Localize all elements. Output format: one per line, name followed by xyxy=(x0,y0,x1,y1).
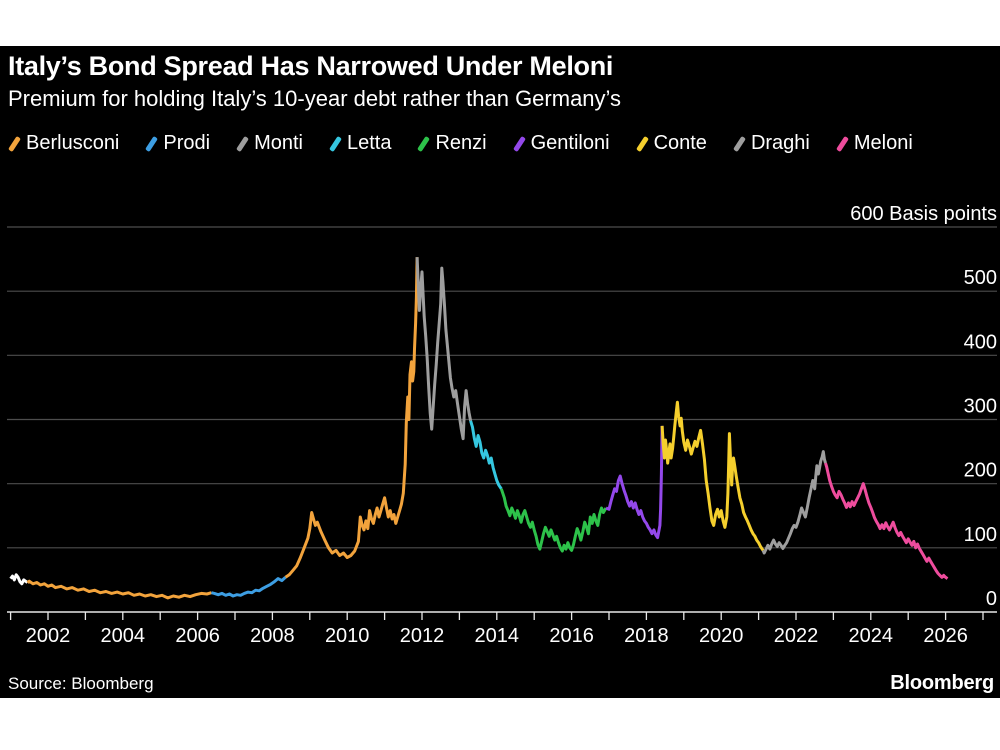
chart-card: Italy’s Bond Spread Has Narrowed Under M… xyxy=(0,46,1000,698)
chart-line-Meloni-10 xyxy=(824,462,949,580)
legend-label: Letta xyxy=(347,132,392,154)
legend-item-letta: Letta xyxy=(329,132,391,155)
chart-line-Conte-8 xyxy=(660,400,765,552)
x-tick-label-2020: 2020 xyxy=(699,625,744,647)
x-tick-label-2018: 2018 xyxy=(624,625,669,647)
x-tick-label-2006: 2006 xyxy=(175,625,220,647)
legend-item-conte: Conte xyxy=(635,132,707,155)
legend-label: Draghi xyxy=(750,132,810,154)
legend: Berlusconi Prodi Monti Letta Renzi Gentiloni C… xyxy=(8,132,928,155)
legend-item-draghi: Draghi xyxy=(732,132,810,155)
x-tick-label-2010: 2010 xyxy=(325,625,370,647)
x-tick-label-2014: 2014 xyxy=(475,625,520,647)
y-tick-label-100: 100 xyxy=(964,524,997,546)
x-tick-label-2004: 2004 xyxy=(101,625,146,647)
legend-item-prodi: Prodi xyxy=(145,132,210,155)
x-tick-label-2016: 2016 xyxy=(549,625,594,647)
chart-line-Draghi-9 xyxy=(761,450,827,555)
chart-line-Berlusconi-1 xyxy=(26,579,212,600)
chart-plot-area: 2002 2004 2006 2008 2010 2012 2014 2016 2018 2020… xyxy=(7,203,997,647)
y-tick-label-300: 300 xyxy=(964,395,997,417)
legend-label: Meloni xyxy=(853,132,913,154)
legend-label: Gentiloni xyxy=(530,132,610,154)
legend-item-meloni: Meloni xyxy=(835,132,913,155)
y-tick-label-400: 400 xyxy=(964,331,997,353)
x-tick-label-2002: 2002 xyxy=(26,625,71,647)
x-tick-label-2026: 2026 xyxy=(923,625,968,647)
bloomberg-logo: Bloomberg xyxy=(890,672,994,694)
y-tick-label-500: 500 xyxy=(964,267,997,289)
legend-item-gentiloni: Gentiloni xyxy=(512,132,610,155)
y-tick-label-200: 200 xyxy=(964,460,997,482)
legend-item-renzi: Renzi xyxy=(417,132,487,155)
legend-label: Renzi xyxy=(435,132,487,154)
chart-subtitle: Premium for holding Italy’s 10-year debt… xyxy=(8,86,622,111)
x-tick-label-2008: 2008 xyxy=(250,625,295,647)
x-tick-label-2024: 2024 xyxy=(849,625,894,647)
chart-line-Gentiloni-7 xyxy=(605,425,664,540)
chart-title: Italy’s Bond Spread Has Narrowed Under M… xyxy=(8,51,614,81)
legend-item-berlusconi: Berlusconi xyxy=(8,132,119,155)
legend-label: Monti xyxy=(254,132,303,154)
source-text: Source: Bloomberg xyxy=(8,674,154,693)
y-tick-label-600: 600 Basis points xyxy=(850,203,997,225)
x-tick-label-2012: 2012 xyxy=(400,625,445,647)
y-tick-label-0: 0 xyxy=(986,588,997,610)
chart-line-Letta-5 xyxy=(469,420,503,490)
chart-line-Renzi-6 xyxy=(499,488,608,553)
chart-line-unlabeled-0 xyxy=(9,573,29,586)
chart-line-Berlusconi-3 xyxy=(284,257,419,579)
footer: Source: Bloomberg Bloomberg xyxy=(8,672,994,695)
legend-item-monti: Monti xyxy=(236,132,303,155)
legend-label: Prodi xyxy=(163,132,211,154)
x-tick-label-2022: 2022 xyxy=(774,625,819,647)
chart-line-Monti-4 xyxy=(415,257,473,441)
chart-line-Prodi-2 xyxy=(211,576,287,598)
legend-label: Berlusconi xyxy=(26,132,120,154)
legend-label: Conte xyxy=(653,132,707,154)
